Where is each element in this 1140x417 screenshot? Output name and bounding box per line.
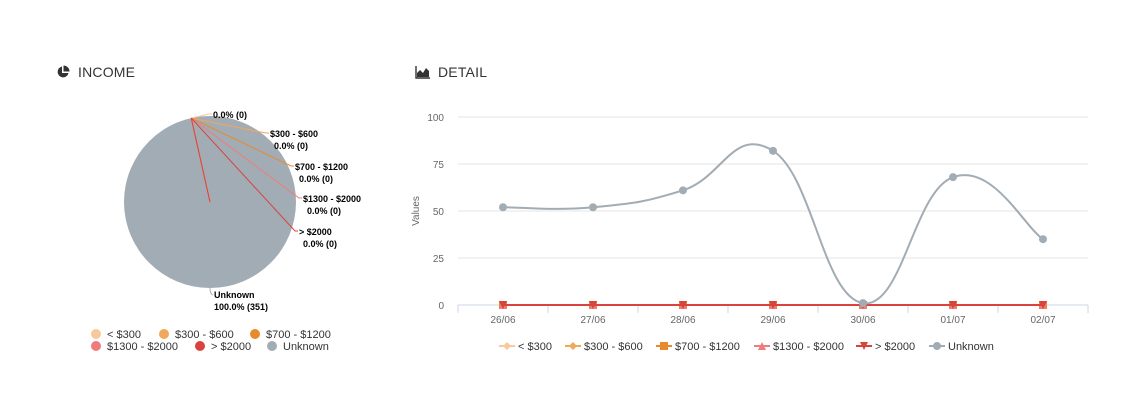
pie-data-label-value-2000: 0.0% (0) bbox=[303, 239, 337, 249]
pie-legend-marker-300 bbox=[91, 329, 101, 339]
pie-legend-item-1300-2000[interactable]: $1300 - $2000 bbox=[91, 341, 178, 353]
x-tick-label: 27/06 bbox=[580, 315, 605, 326]
series-line-unknown[interactable] bbox=[502, 143, 1044, 305]
data-point-unknown[interactable] bbox=[949, 173, 957, 182]
data-point-unknown[interactable] bbox=[589, 203, 597, 212]
x-tick-label: 29/06 bbox=[760, 315, 785, 326]
pie-data-label-value-1300-2000: 0.0% (0) bbox=[307, 206, 341, 216]
data-point-2000[interactable] bbox=[949, 301, 957, 309]
data-point-2000[interactable] bbox=[1039, 301, 1047, 309]
pie-data-label-name-unknown: Unknown bbox=[214, 290, 255, 300]
pie-legend-marker-1300-2000 bbox=[91, 341, 101, 351]
y-axis-label: Values bbox=[411, 196, 422, 226]
pie-legend-item-700-1200[interactable]: $700 - $1200 bbox=[250, 329, 331, 341]
y-tick-label: 50 bbox=[433, 207, 445, 218]
pie-legend-label-700-1200: $700 - $1200 bbox=[266, 329, 331, 341]
x-tick-label: 30/06 bbox=[850, 315, 875, 326]
line-legend-label-300: < $300 bbox=[518, 341, 552, 353]
pie-connector-unknown bbox=[209, 287, 214, 296]
pie-data-label-name-2000: > $2000 bbox=[299, 227, 332, 237]
pie-connector-2000 bbox=[190, 117, 298, 232]
data-point-2000[interactable] bbox=[589, 301, 597, 309]
pie-data-label-name-300-600: $300 - $600 bbox=[270, 129, 318, 139]
pie-connector-300 bbox=[191, 113, 212, 119]
pie-chart-icon bbox=[57, 65, 70, 78]
pie-legend-label-2000: > $2000 bbox=[211, 341, 251, 353]
detail-title-text: DETAIL bbox=[438, 64, 488, 80]
y-tick-label: 100 bbox=[427, 113, 444, 124]
line-legend-item-300[interactable]: < $300 bbox=[499, 341, 552, 353]
x-tick-label: 02/07 bbox=[1030, 315, 1055, 326]
y-tick-label: 75 bbox=[433, 160, 445, 171]
pie-legend-item-unknown[interactable]: Unknown bbox=[267, 341, 329, 353]
pie-legend-marker-2000 bbox=[195, 341, 205, 351]
pie-data-label-value-700-1200: 0.0% (0) bbox=[299, 174, 333, 184]
line-legend-marker-1300-2000[interactable] bbox=[758, 342, 766, 350]
pie-legend-item-2000[interactable]: > $2000 bbox=[195, 341, 251, 353]
pie-data-label-value-unknown: 100.0% (351) bbox=[214, 302, 268, 312]
line-legend-marker-300-600[interactable] bbox=[569, 342, 577, 350]
pie-connector-700-1200 bbox=[191, 117, 294, 167]
data-point-unknown[interactable] bbox=[679, 186, 687, 195]
area-chart-icon bbox=[415, 65, 430, 79]
data-point-unknown[interactable] bbox=[499, 203, 507, 212]
line-legend-label-1300-2000: $1300 - $2000 bbox=[773, 341, 844, 353]
income-panel-title: INCOME bbox=[56, 64, 135, 80]
pie-connector-300-600 bbox=[191, 117, 269, 134]
income-title-text: INCOME bbox=[78, 64, 136, 80]
line-legend-marker-2000[interactable] bbox=[860, 342, 868, 350]
line-legend-item-unknown[interactable]: Unknown bbox=[929, 341, 994, 353]
y-tick-label: 25 bbox=[433, 254, 445, 265]
data-point-unknown[interactable] bbox=[859, 299, 867, 308]
data-point-2000[interactable] bbox=[769, 301, 777, 309]
x-tick-label: 28/06 bbox=[670, 315, 695, 326]
pie-legend-label-unknown: Unknown bbox=[283, 341, 329, 353]
line-legend-label-300-600: $300 - $600 bbox=[584, 341, 643, 353]
line-legend-item-300-600[interactable]: $300 - $600 bbox=[565, 341, 643, 353]
y-tick-label: 0 bbox=[438, 301, 444, 312]
pie-legend-label-1300-2000: $1300 - $2000 bbox=[107, 341, 178, 353]
line-legend-label-unknown: Unknown bbox=[948, 341, 994, 353]
line-legend-marker-300[interactable] bbox=[503, 342, 511, 350]
pie-legend-label-300-600: $300 - $600 bbox=[175, 329, 234, 341]
pie-data-label-name-700-1200: $700 - $1200 bbox=[295, 162, 348, 172]
pie-data-label-300: 0.0% (0) bbox=[213, 110, 247, 120]
series-2000 bbox=[499, 301, 1047, 309]
pie-legend-item-300-600[interactable]: $300 - $600 bbox=[159, 329, 234, 341]
income-pie-chart: 0.0% (0) $300 - $600 0.0% (0) $700 - $1200 0… bbox=[91, 110, 361, 353]
line-legend-label-2000: > $2000 bbox=[875, 341, 915, 353]
line-legend-label-700-1200: $700 - $1200 bbox=[675, 341, 740, 353]
pie-slice-2000[interactable] bbox=[190, 117, 211, 203]
line-legend-item-1300-2000[interactable]: $1300 - $2000 bbox=[754, 341, 844, 353]
pie-legend-marker-700-1200 bbox=[250, 329, 260, 339]
line-legend-item-700-1200[interactable]: $700 - $1200 bbox=[656, 341, 740, 353]
line-legend-marker-unknown[interactable] bbox=[933, 342, 941, 350]
detail-panel-title: DETAIL bbox=[415, 64, 487, 80]
line-legend-item-2000[interactable]: > $2000 bbox=[856, 341, 915, 353]
x-tick-label: 01/07 bbox=[940, 315, 965, 326]
data-point-unknown[interactable] bbox=[1039, 235, 1047, 244]
pie-legend-marker-unknown bbox=[267, 341, 277, 351]
data-point-2000[interactable] bbox=[679, 301, 687, 309]
pie-data-label-value-300-600: 0.0% (0) bbox=[274, 141, 308, 151]
series-unknown bbox=[499, 143, 1047, 308]
data-point-2000[interactable] bbox=[499, 301, 507, 309]
pie-connector-1300-2000 bbox=[190, 117, 302, 199]
x-tick-label: 26/06 bbox=[490, 315, 515, 326]
pie-legend-item-300[interactable]: < $300 bbox=[91, 329, 141, 341]
line-legend-marker-700-1200[interactable] bbox=[660, 342, 668, 350]
data-point-unknown[interactable] bbox=[769, 146, 777, 155]
pie-data-label-name-1300-2000: $1300 - $2000 bbox=[303, 194, 361, 204]
pie-legend-marker-300-600 bbox=[159, 329, 169, 339]
pie-legend-label-300: < $300 bbox=[107, 329, 141, 341]
